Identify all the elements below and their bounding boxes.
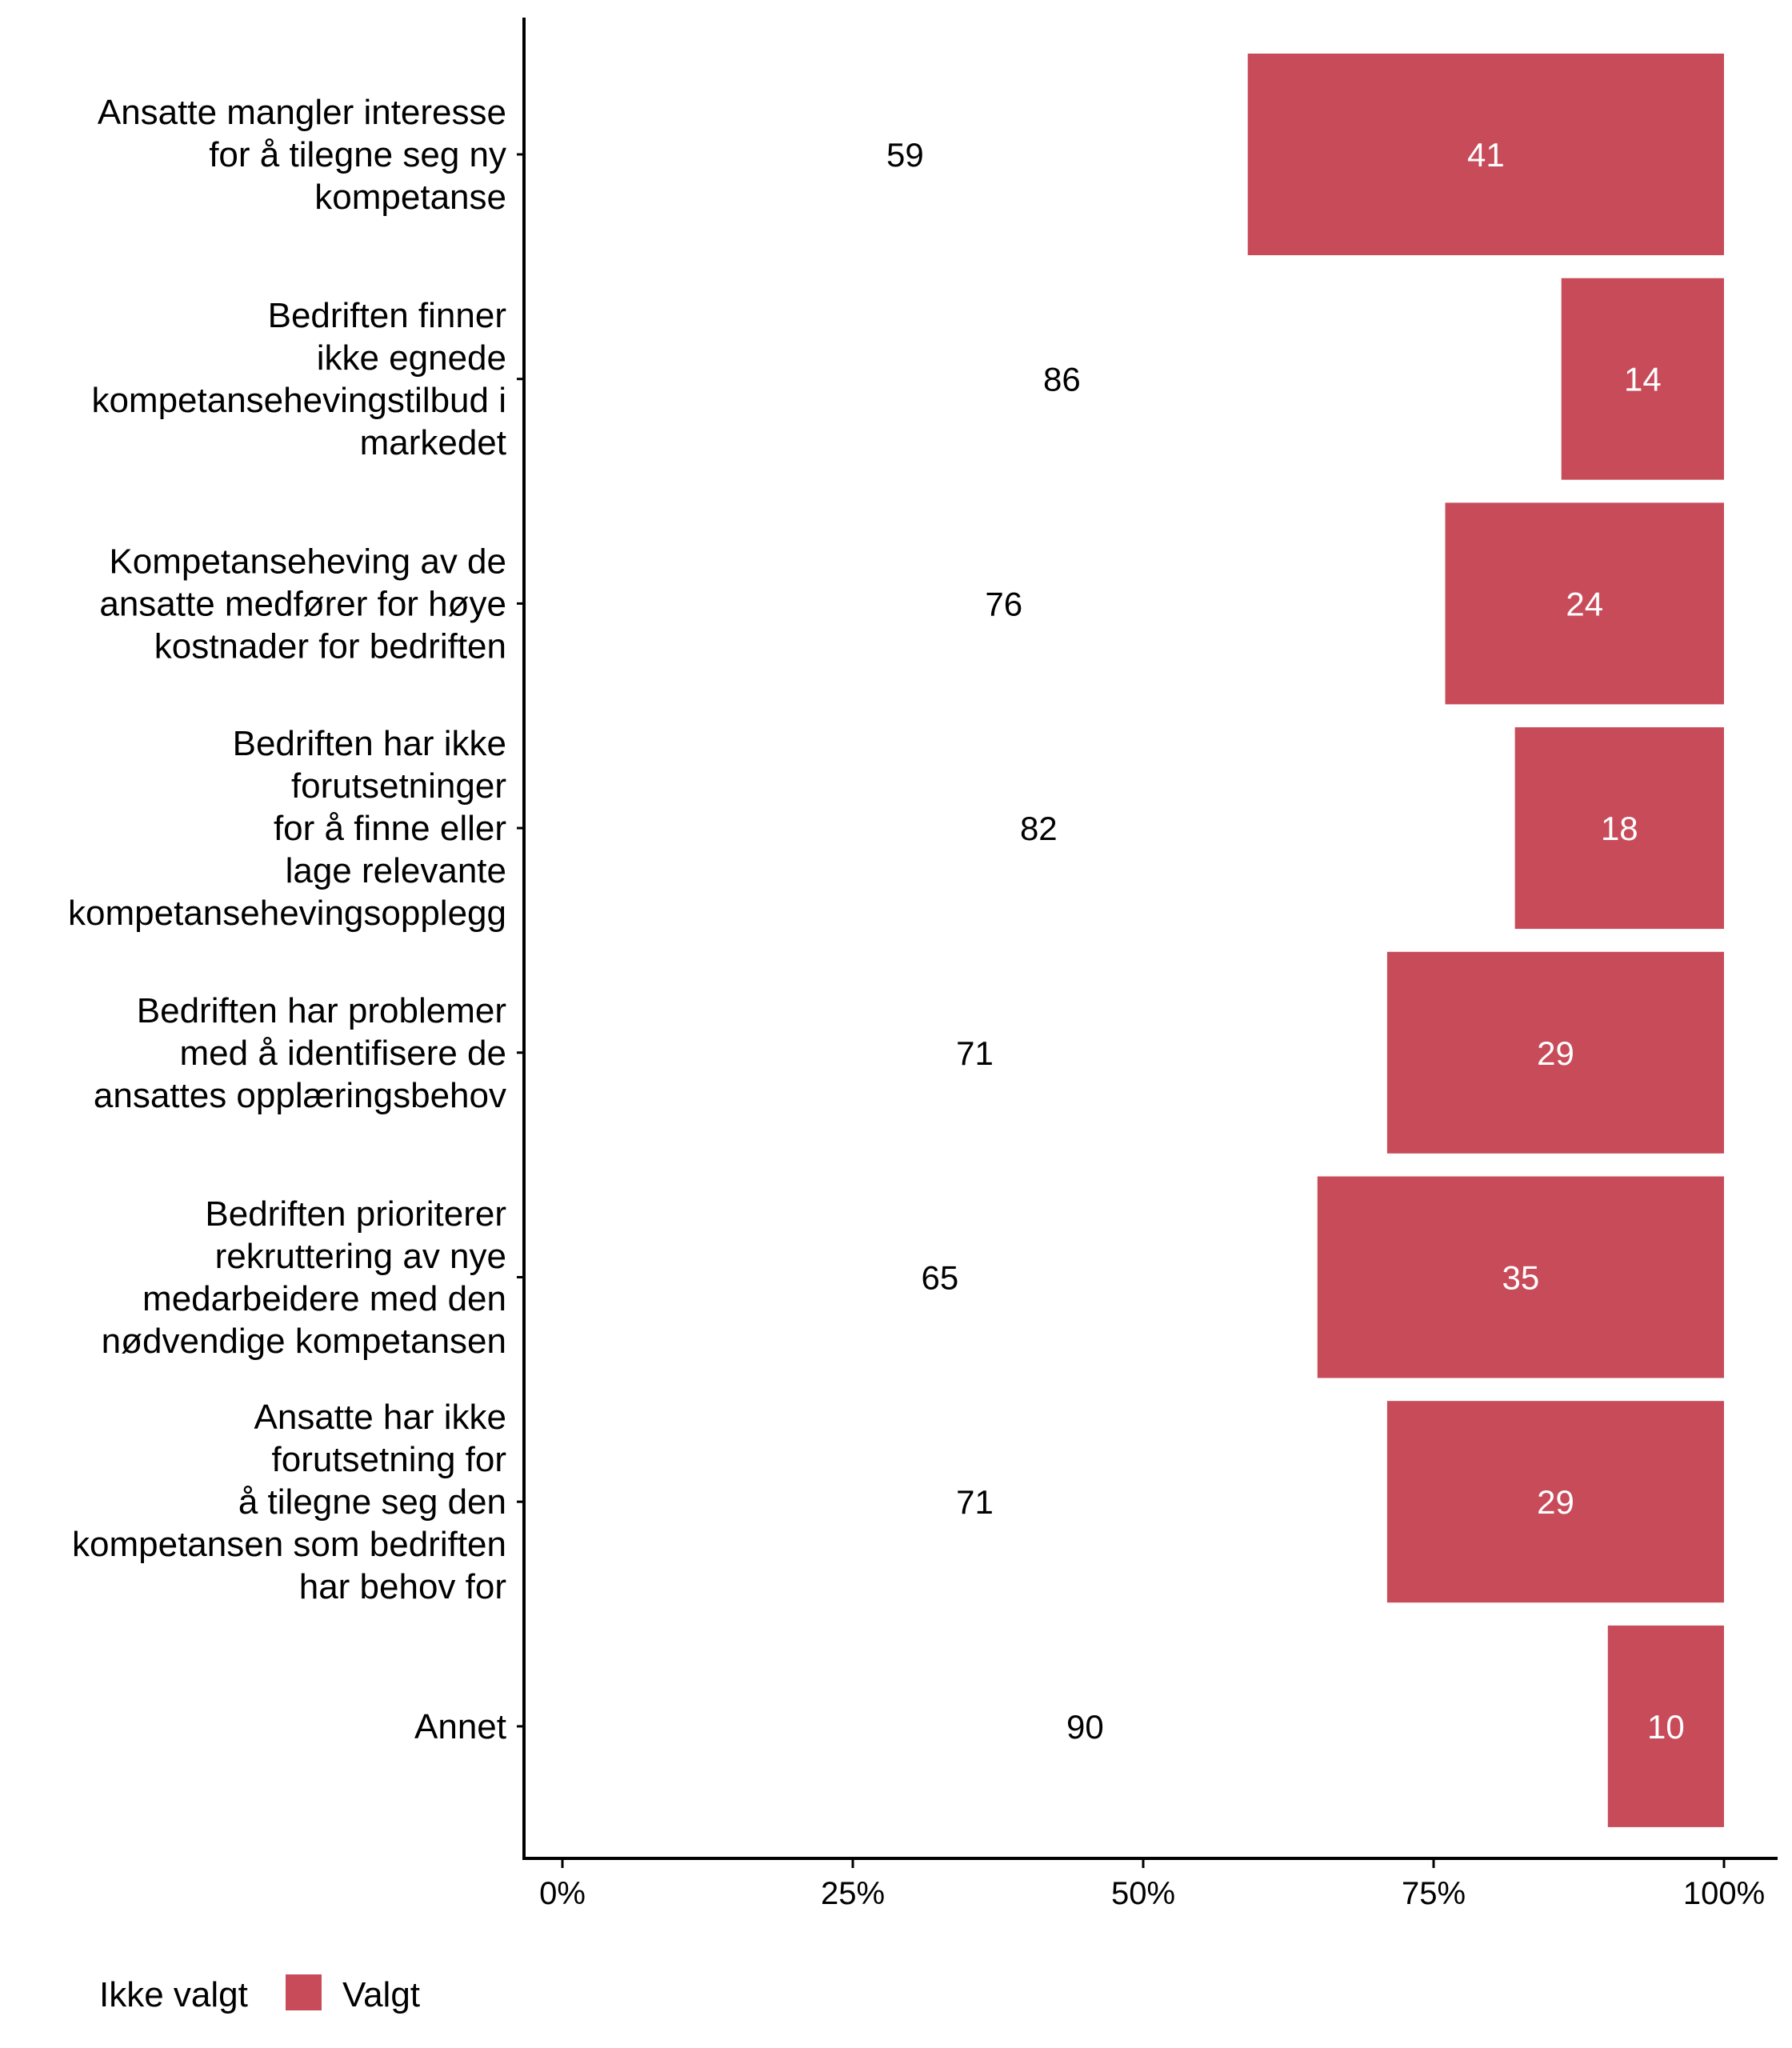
category-label-line: Ansatte mangler interesse: [98, 93, 506, 132]
bar-valgt: [1561, 278, 1724, 480]
bar-valgt: [1607, 1625, 1724, 1827]
category-label-line: å tilegne seg den: [238, 1482, 506, 1522]
category-label: Annet: [414, 1707, 506, 1746]
bar-ikke-valgt: [562, 727, 1515, 930]
category-label-line: for å tilegne seg ny: [209, 135, 506, 174]
data-label: 90: [1066, 1708, 1104, 1746]
x-tick-label: 100%: [1683, 1876, 1765, 1911]
bar-valgt: [1445, 502, 1724, 705]
category-label-line: kompetanse: [314, 178, 506, 217]
data-label: 18: [1601, 810, 1638, 847]
bar-ikke-valgt: [562, 502, 1446, 705]
category-label: Ansatte mangler interesse for å tilegne s…: [98, 93, 506, 217]
category-label-line: kompetansehevingstilbud i: [91, 381, 506, 420]
x-tick-label: 50%: [1111, 1876, 1175, 1911]
x-axis: 0% 25% 50% 75% 100%: [522, 1857, 1778, 1911]
category-label-line: medarbeidere med den: [142, 1279, 506, 1318]
bar-valgt: [1247, 54, 1724, 255]
x-tick-label: 25%: [821, 1876, 885, 1911]
category-label-line: nødvendige kompetansen: [102, 1322, 506, 1361]
category-label-line: Ansatte har ikke: [254, 1398, 507, 1437]
category-label-line: Bedriften har problemer: [137, 991, 506, 1030]
bar-valgt: [1317, 1176, 1724, 1378]
category-label-line: med å identifisere de: [180, 1034, 506, 1073]
legend-swatch-valgt: [286, 1974, 322, 2010]
bar-ikke-valgt: [562, 1176, 1318, 1378]
data-label: 24: [1566, 585, 1603, 622]
category-label: Bedriften prioriterer rekruttering av nye…: [102, 1194, 506, 1361]
category-label-line: har behov for: [299, 1567, 506, 1606]
category-label-line: kostnader for bedriften: [154, 626, 506, 666]
bar-ikke-valgt: [562, 1625, 1608, 1827]
data-label: 76: [985, 585, 1022, 622]
data-label: 10: [1647, 1708, 1685, 1746]
y-axis: Ansatte mangler interesse for å tilegne s…: [68, 18, 526, 1860]
category-label: Kompetanseheving av de ansatte medfører f…: [99, 542, 506, 666]
data-label: 14: [1624, 361, 1662, 398]
data-label: 71: [956, 1034, 994, 1072]
category-label-line: Annet: [414, 1707, 506, 1746]
legend-label-valgt: Valgt: [342, 1975, 420, 2014]
category-label-line: Kompetanseheving av de: [109, 542, 506, 581]
category-label-line: kompetansen som bedriften: [72, 1525, 506, 1564]
bar-valgt: [1386, 1401, 1724, 1603]
category-label-line: forutsetning for: [272, 1440, 507, 1479]
category-label-line: ikke egnede: [317, 338, 506, 378]
data-label: 41: [1467, 136, 1505, 174]
category-label: Bedriften finner ikke egnede kompetansehev…: [91, 296, 506, 462]
data-label: 65: [922, 1259, 959, 1297]
category-label-line: Bedriften finner: [268, 296, 506, 335]
category-label-line: markedet: [360, 423, 506, 462]
category-label-line: Bedriften prioriterer: [205, 1194, 506, 1234]
data-label: 82: [1020, 810, 1058, 847]
bar-ikke-valgt: [562, 278, 1562, 480]
data-label: 29: [1537, 1483, 1574, 1521]
category-label-line: kompetansehevingsopplegg: [68, 894, 506, 933]
category-label-line: forutsetninger: [291, 766, 506, 806]
category-label-line: Bedriften har ikke: [233, 724, 506, 763]
category-label: Ansatte har ikke forutsetning for å tilegn…: [72, 1398, 506, 1606]
category-label-line: rekruttering av nye: [215, 1237, 506, 1276]
bar-valgt: [1514, 727, 1724, 930]
bar-valgt: [1386, 951, 1724, 1154]
bars-layer: [562, 54, 1724, 1827]
category-label-line: lage relevante: [286, 851, 506, 890]
bar-ikke-valgt: [562, 951, 1387, 1154]
legend: Ikke valgt Valgt: [99, 1974, 420, 2014]
category-label-line: ansatte medfører for høye: [99, 584, 506, 623]
data-label: 59: [886, 136, 924, 174]
x-tick-label: 75%: [1402, 1876, 1466, 1911]
category-label: Bedriften har ikke forutsetninger for å fi…: [68, 724, 506, 933]
bar-ikke-valgt: [562, 54, 1248, 255]
category-label-line: for å finne eller: [274, 809, 506, 848]
legend-label-ikke-valgt: Ikke valgt: [99, 1975, 248, 2014]
category-label-line: ansattes opplæringsbehov: [94, 1076, 506, 1115]
data-label: 71: [956, 1483, 994, 1521]
data-label: 86: [1043, 361, 1081, 398]
category-label: Bedriften har problemer med å identifiser…: [94, 991, 506, 1115]
value-labels-layer: 59 41 86 14 76 24 82 18 71 29 65 35 71 29 90 10: [886, 136, 1685, 1746]
data-label: 35: [1502, 1259, 1540, 1297]
bar-ikke-valgt: [562, 1401, 1387, 1603]
data-label: 29: [1537, 1034, 1574, 1072]
x-tick-label: 0%: [539, 1876, 586, 1911]
